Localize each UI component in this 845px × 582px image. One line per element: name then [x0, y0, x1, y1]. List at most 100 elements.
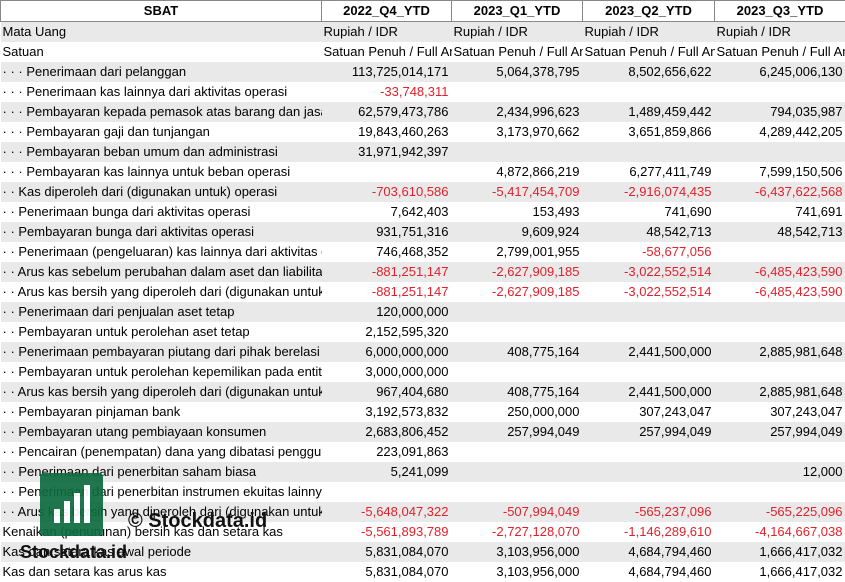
table-cell: 741,690 — [583, 202, 715, 222]
table-cell: 6,000,000,000 — [322, 342, 452, 362]
table-row: Penerimaan (pengeluaran) kas lainnya dar… — [1, 242, 845, 262]
table-row: Arus kas sebelum perubahan dalam aset da… — [1, 262, 845, 282]
table-cell — [452, 302, 583, 322]
table-cell — [715, 322, 845, 342]
table-cell: 257,994,049 — [452, 422, 583, 442]
table-cell — [715, 302, 845, 322]
table-cell — [715, 442, 845, 462]
table-cell: 120,000,000 — [322, 302, 452, 322]
table-cell: Satuan Penuh / Full Amount — [452, 42, 583, 62]
column-header[interactable]: 2022_Q4_YTD — [322, 1, 452, 22]
table-cell: 113,725,014,171 — [322, 62, 452, 82]
table-cell: 4,684,794,460 — [583, 562, 715, 582]
stockdata-logo-icon — [40, 473, 103, 536]
table-cell: 741,691 — [715, 202, 845, 222]
row-label: Penerimaan bunga dari aktivitas operasi — [1, 202, 322, 222]
table-cell: 223,091,863 — [322, 442, 452, 462]
table-cell: -5,648,047,322 — [322, 502, 452, 522]
column-header[interactable]: SBAT — [1, 1, 322, 22]
table-cell — [715, 142, 845, 162]
table-cell: 931,751,316 — [322, 222, 452, 242]
table-cell — [715, 482, 845, 502]
table-cell — [583, 82, 715, 102]
table-row: Pembayaran beban umum dan administrasi31… — [1, 142, 845, 162]
table-cell: 307,243,047 — [715, 402, 845, 422]
table-cell — [583, 142, 715, 162]
row-label: Kas dan setara kas arus kas — [1, 562, 322, 582]
table-cell — [452, 322, 583, 342]
table-cell — [583, 482, 715, 502]
table-cell: 5,831,084,070 — [322, 562, 452, 582]
table-cell: 3,651,859,866 — [583, 122, 715, 142]
table-cell — [583, 322, 715, 342]
table-cell: -5,561,893,789 — [322, 522, 452, 542]
table-cell: Rupiah / IDR — [322, 22, 452, 43]
column-header[interactable]: 2023_Q1_YTD — [452, 1, 583, 22]
table-row: Penerimaan kas lainnya dari aktivitas op… — [1, 82, 845, 102]
table-row: Penerimaan dari penerbitan saham biasa5,… — [1, 462, 845, 482]
table-cell — [452, 482, 583, 502]
table-cell: Satuan Penuh / Full Amount — [322, 42, 452, 62]
table-cell: -565,225,096 — [715, 502, 845, 522]
table-row: Pembayaran bunga dari aktivitas operasi9… — [1, 222, 845, 242]
row-label: Pembayaran gaji dan tunjangan — [1, 122, 322, 142]
table-cell: 967,404,680 — [322, 382, 452, 402]
table-cell: -58,677,056 — [583, 242, 715, 262]
table-cell — [322, 482, 452, 502]
table-row: Arus kas bersih yang diperoleh dari (dig… — [1, 382, 845, 402]
table-row: Pembayaran gaji dan tunjangan19,843,460,… — [1, 122, 845, 142]
table-cell: 307,243,047 — [583, 402, 715, 422]
table-cell: 7,642,403 — [322, 202, 452, 222]
column-header[interactable]: 2023_Q2_YTD — [583, 1, 715, 22]
table-cell: 257,994,049 — [715, 422, 845, 442]
table-row: Pembayaran utang pembiayaan konsumen2,68… — [1, 422, 845, 442]
table-cell: 257,994,049 — [583, 422, 715, 442]
table-row: Pembayaran kepada pemasok atas barang da… — [1, 102, 845, 122]
table-cell: -507,994,049 — [452, 502, 583, 522]
table-cell: 408,775,164 — [452, 382, 583, 402]
table-cell: 8,502,656,622 — [583, 62, 715, 82]
table-cell: -2,916,074,435 — [583, 182, 715, 202]
table-cell — [715, 242, 845, 262]
table-cell — [452, 442, 583, 462]
table-cell: 794,035,987 — [715, 102, 845, 122]
table-cell: -881,251,147 — [322, 262, 452, 282]
table-cell — [583, 362, 715, 382]
table-cell: 7,599,150,506 — [715, 162, 845, 182]
row-label: Pembayaran bunga dari aktivitas operasi — [1, 222, 322, 242]
table-row: Pembayaran kas lainnya untuk beban opera… — [1, 162, 845, 182]
table-cell — [452, 82, 583, 102]
watermark-text: © Stockdata.id — [128, 510, 267, 533]
table-cell: -33,748,311 — [322, 82, 452, 102]
table-cell: 62,579,473,786 — [322, 102, 452, 122]
table-cell: 1,666,417,032 — [715, 542, 845, 562]
row-label: Pembayaran untuk perolehan aset tetap — [1, 322, 322, 342]
row-label: Penerimaan dari pelanggan — [1, 62, 322, 82]
row-label: Mata Uang — [1, 22, 322, 43]
table-cell: 2,885,981,648 — [715, 382, 845, 402]
table-cell: -3,022,552,514 — [583, 262, 715, 282]
row-label: Pembayaran utang pembiayaan konsumen — [1, 422, 322, 442]
table-cell: 2,683,806,452 — [322, 422, 452, 442]
table-row: Pembayaran pinjaman bank3,192,573,832250… — [1, 402, 845, 422]
table-cell: -6,485,423,590 — [715, 282, 845, 302]
table-cell: 1,666,417,032 — [715, 562, 845, 582]
table-cell: 3,103,956,000 — [452, 562, 583, 582]
table-cell: -6,485,423,590 — [715, 262, 845, 282]
column-header[interactable]: 2023_Q3_YTD — [715, 1, 845, 22]
row-label: Arus kas sebelum perubahan dalam aset da… — [1, 262, 322, 282]
table-cell — [322, 162, 452, 182]
table-cell: -5,417,454,709 — [452, 182, 583, 202]
table-cell: 48,542,713 — [715, 222, 845, 242]
table-cell — [715, 82, 845, 102]
table-cell: 4,684,794,460 — [583, 542, 715, 562]
table-cell: -4,164,667,038 — [715, 522, 845, 542]
table-cell: -565,237,096 — [583, 502, 715, 522]
table-row: Penerimaan dari penjualan aset tetap120,… — [1, 302, 845, 322]
row-label: Pembayaran untuk perolehan kepemilikan p… — [1, 362, 322, 382]
table-cell: 4,872,866,219 — [452, 162, 583, 182]
table-cell: 408,775,164 — [452, 342, 583, 362]
table-cell: 2,434,996,623 — [452, 102, 583, 122]
